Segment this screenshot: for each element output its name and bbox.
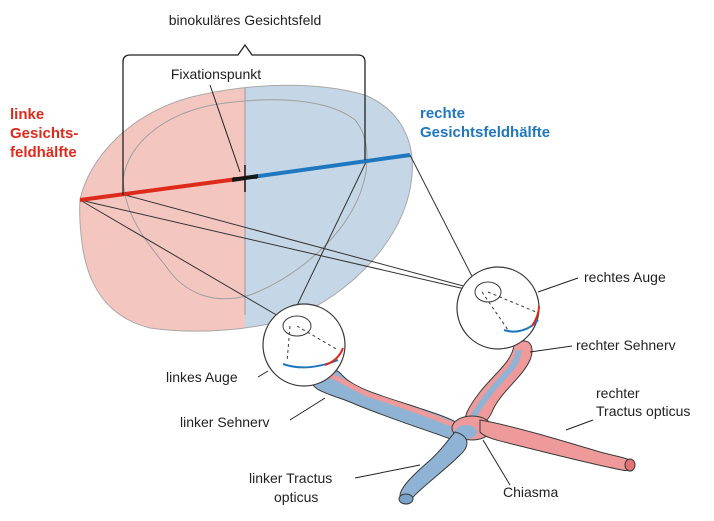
right-optic-tract-shape — [479, 419, 635, 471]
right-eye — [456, 266, 540, 350]
right-meridian-blue — [244, 153, 411, 180]
label-right-eye: rechtes Auge — [584, 269, 666, 285]
label-left-eye: linkes Auge — [166, 369, 238, 385]
label-fixation-point: Fixationspunkt — [171, 66, 261, 82]
label-left-half-line1: linke — [10, 106, 44, 123]
label-right-tract-line1: rechter — [596, 385, 640, 401]
label-left-tract-line1: linker Tractus — [249, 470, 332, 486]
label-left-nerve: linker Sehnerv — [180, 414, 270, 430]
label-right-tract-line2: Tractus opticus — [596, 403, 690, 419]
label-chiasma: Chiasma — [503, 484, 558, 500]
left-eye — [262, 303, 346, 387]
left-tract-end — [398, 493, 414, 505]
right-nerve-blue-stripe — [467, 349, 522, 424]
binocular-field-outline — [122, 99, 368, 300]
right-tract-end — [624, 458, 636, 472]
projection-lines — [79, 154, 483, 321]
label-left-tract-line2: opticus — [274, 489, 318, 505]
left-meridian-red — [79, 176, 246, 202]
left-nerve-pink-stripe — [317, 372, 467, 433]
fixation-leader — [209, 84, 241, 173]
label-left-half-line3: feldhälfte — [10, 144, 77, 161]
label-right-nerve: rechter Sehnerv — [576, 337, 676, 353]
left-optic-tract-shape — [399, 431, 468, 501]
label-right-half-line1: rechte — [420, 105, 465, 122]
fixation-cross — [233, 165, 257, 192]
label-left-half-line2: Gesichts- — [10, 125, 78, 142]
label-right-half-line2: Gesichtsfeldhälfte — [420, 124, 550, 141]
label-binocular-field: binokuläres Gesichtsfeld — [169, 12, 322, 28]
optic-pathway — [311, 340, 636, 505]
binocular-bracket — [122, 43, 366, 195]
leader-lines — [257, 277, 594, 486]
